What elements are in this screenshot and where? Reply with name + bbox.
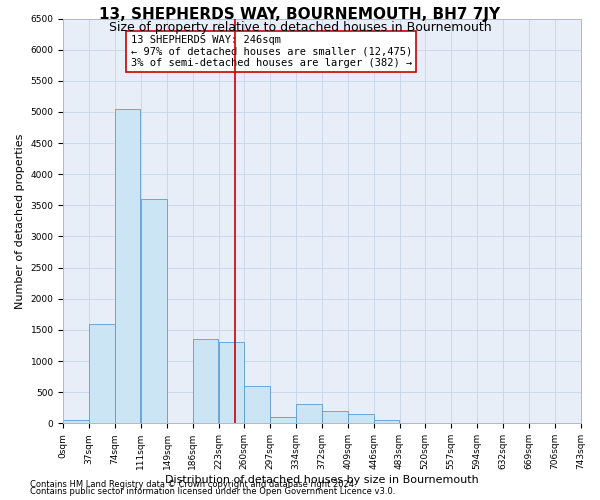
Bar [348,414,374,424]
Bar [89,324,115,424]
Text: Size of property relative to detached houses in Bournemouth: Size of property relative to detached ho… [109,21,491,34]
Bar [322,411,348,424]
Bar [244,386,270,424]
Y-axis label: Number of detached properties: Number of detached properties [15,133,25,308]
Bar [141,199,167,424]
Bar [64,420,89,424]
Bar [296,404,322,423]
Text: 13, SHEPHERDS WAY, BOURNEMOUTH, BH7 7JY: 13, SHEPHERDS WAY, BOURNEMOUTH, BH7 7JY [100,8,500,22]
Text: Contains HM Land Registry data © Crown copyright and database right 2024.: Contains HM Land Registry data © Crown c… [30,480,356,489]
Text: Contains public sector information licensed under the Open Government Licence v3: Contains public sector information licen… [30,488,395,496]
Bar [193,340,218,423]
Bar [115,109,140,424]
X-axis label: Distribution of detached houses by size in Bournemouth: Distribution of detached houses by size … [165,475,479,485]
Bar [270,417,296,424]
Text: 13 SHEPHERDS WAY: 246sqm
← 97% of detached houses are smaller (12,475)
3% of sem: 13 SHEPHERDS WAY: 246sqm ← 97% of detach… [131,34,412,68]
Bar [374,420,400,424]
Bar [218,342,244,423]
